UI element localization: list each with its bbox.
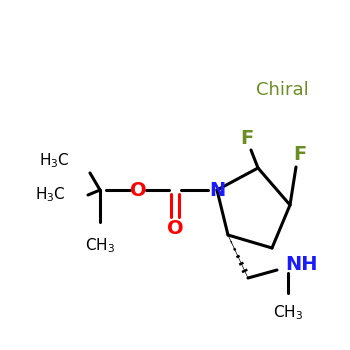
Text: F: F (293, 146, 307, 164)
Text: H$_3$C: H$_3$C (39, 152, 70, 170)
Text: CH$_3$: CH$_3$ (273, 303, 303, 322)
Text: O: O (167, 219, 183, 238)
Text: H$_3$C: H$_3$C (35, 186, 66, 204)
Text: Chiral: Chiral (256, 81, 308, 99)
Text: F: F (240, 128, 254, 147)
Text: O: O (130, 181, 146, 199)
Text: N: N (209, 181, 225, 199)
Text: NH: NH (285, 256, 317, 274)
Text: CH$_3$: CH$_3$ (85, 236, 115, 255)
